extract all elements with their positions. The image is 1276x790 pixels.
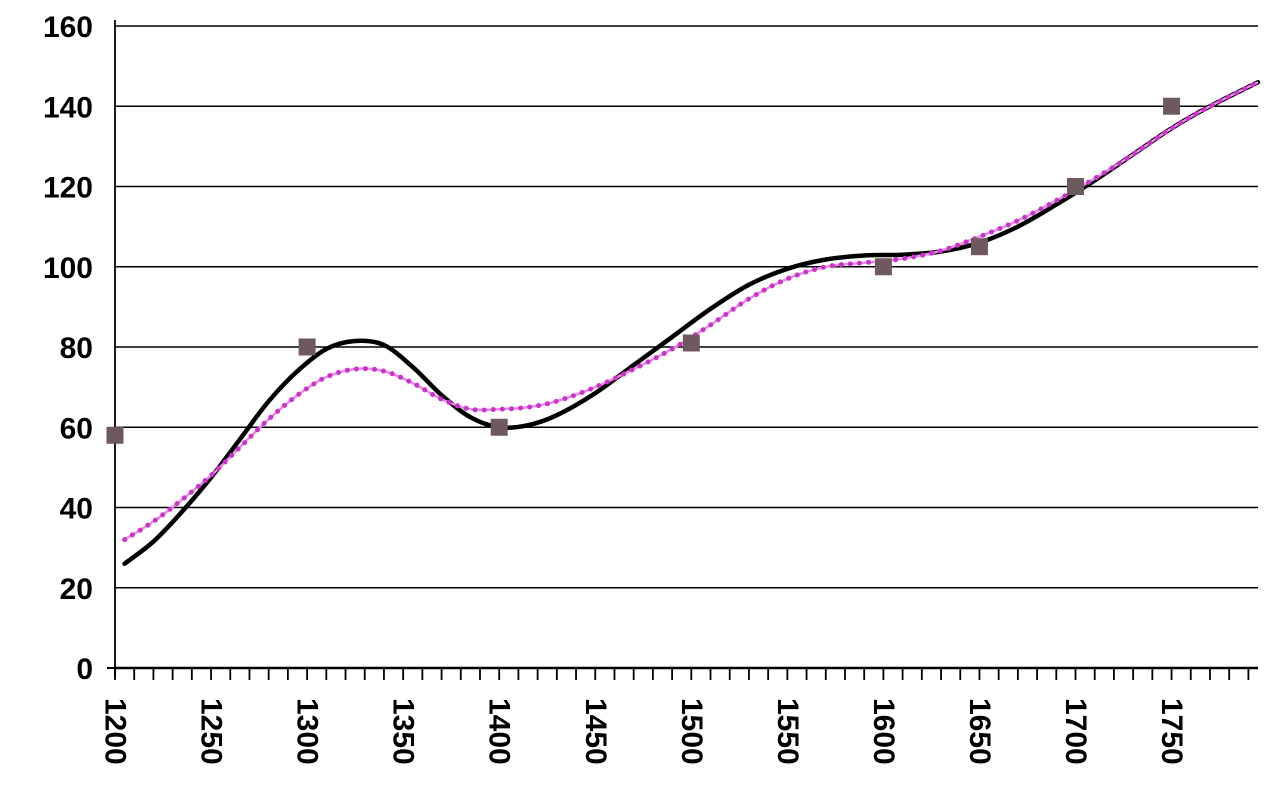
y-tick-label-20: 20 [60,573,93,606]
y-tick-label-80: 80 [60,332,93,365]
x-tick-labels: 1200 1250 1300 1350 1400 1450 1500 1550 1600 1650… [99,698,1189,765]
x-tick-label-1550: 1550 [771,698,804,765]
x-tick-label-1400: 1400 [483,698,516,765]
data-marker-1500 [682,334,700,352]
x-tick-label-1350: 1350 [387,698,420,765]
x-tick-label-1450: 1450 [579,698,612,765]
x-tick-label-1700: 1700 [1059,698,1092,765]
x-tick-label-1250: 1250 [195,698,228,765]
y-tick-label-0: 0 [76,653,93,686]
series-solid-line [122,79,1261,566]
data-marker-1200 [106,426,124,444]
x-tick-label-1300: 1300 [291,698,324,765]
x-tick-label-1500: 1500 [675,698,708,765]
x-tick-label-1750: 1750 [1155,698,1188,765]
x-tick-label-1200: 1200 [99,698,132,765]
horizontal-gridlines [115,25,1258,589]
y-tick-label-40: 40 [60,493,93,526]
y-tick-label-100: 100 [43,252,93,285]
axes [107,20,1258,680]
y-tick-label-140: 140 [43,91,93,124]
y-tick-label-160: 160 [43,11,93,44]
y-tick-label-120: 120 [43,172,93,205]
data-marker-1600 [874,258,892,276]
series-dotted-line-base [123,81,1259,541]
x-tick-label-1650: 1650 [963,698,996,765]
data-marker-1650 [970,238,988,256]
series-dotted-line-dots [122,79,1261,543]
data-marker-1700 [1067,178,1085,195]
data-marker-1750 [1163,97,1181,115]
x-tick-label-1600: 1600 [867,698,900,765]
y-tick-label-60: 60 [60,412,93,445]
data-series [106,79,1261,566]
y-tick-labels: 0 20 40 60 80 100 120 140 160 [43,11,93,686]
data-marker-1400 [490,418,508,436]
data-marker-1300 [298,338,316,356]
